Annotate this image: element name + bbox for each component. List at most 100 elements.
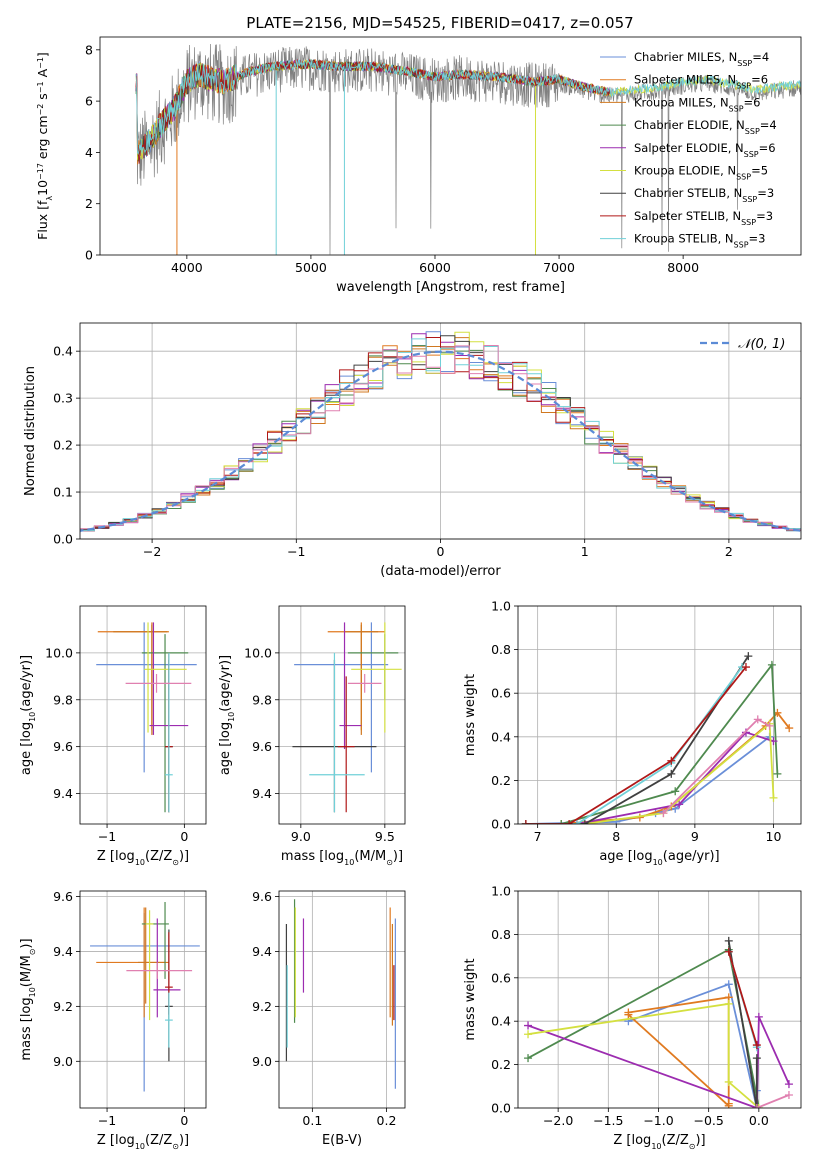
legend-entry: Kroupa MILES, NSSP=6 bbox=[634, 95, 760, 113]
x-tick-label: 1 bbox=[581, 544, 589, 559]
x-tick-label: −0.5 bbox=[693, 1113, 723, 1128]
model-spectrum-kroupa_stelib bbox=[135, 59, 801, 156]
x-tick-label: 6000 bbox=[419, 260, 451, 275]
y-tick-label: 9.4 bbox=[53, 786, 73, 801]
weight-point bbox=[580, 820, 589, 824]
y-tick-label: 9.6 bbox=[53, 889, 73, 904]
weight-point bbox=[754, 1104, 763, 1108]
weight-point bbox=[752, 1041, 761, 1050]
y-tick-label: 0 bbox=[85, 248, 93, 263]
x-tick-label: 7 bbox=[534, 829, 542, 844]
x-axis-label: Z [log10(Z/Z⊙)] bbox=[613, 1133, 705, 1151]
mass_vs_ebv-axes: 0.1 0.2 9.0 9.2 9.4 9.6 bbox=[252, 889, 405, 1128]
x-tick-label: 0.2 bbox=[377, 1113, 397, 1128]
y-tick-label: 0.4 bbox=[491, 1014, 511, 1029]
x-tick-label: 0.0 bbox=[749, 1113, 769, 1128]
y-tick-label: 0.1 bbox=[53, 485, 73, 500]
residuals-axes: −2 −1 0 1 2 0.0 0.1 0.2 0.3 0.4 bbox=[53, 323, 801, 559]
weight-point bbox=[767, 660, 776, 669]
y-tick-label: 0.0 bbox=[491, 817, 511, 832]
weight_vs_age-axes: 7 8 9 10 0.0 0.2 0.4 0.6 0.8 1.0 bbox=[491, 599, 801, 844]
weight-point bbox=[765, 721, 774, 730]
y-tick-label: 9.6 bbox=[252, 739, 272, 754]
figure-title: PLATE=2156, MJD=54525, FIBERID=0417, z=0… bbox=[246, 14, 633, 32]
y-axis-label: Normed distribution bbox=[23, 366, 38, 496]
x-axis-label: age [log10(age/yr)] bbox=[599, 849, 719, 867]
legend-entry: 𝒩(0, 1) bbox=[738, 337, 785, 352]
weight_vs_Z-frame bbox=[517, 890, 802, 1109]
x-axis-label: Z [log10(Z/Z⊙)] bbox=[97, 849, 189, 867]
age_vs_mass-frame bbox=[278, 605, 406, 825]
y-tick-label: 6 bbox=[85, 94, 93, 109]
x-tick-label: 0 bbox=[180, 829, 188, 844]
weight-line-salpeter_miles bbox=[627, 1014, 730, 1107]
y-tick-label: 9.0 bbox=[53, 1054, 73, 1069]
residuals-frame bbox=[79, 322, 802, 540]
x-tick-label: 10 bbox=[766, 829, 782, 844]
y-tick-label: 9.8 bbox=[53, 692, 73, 707]
x-axis-label: E(B-V) bbox=[322, 1133, 362, 1148]
weight-point bbox=[784, 1080, 793, 1089]
weight-line-salpeter_elodie bbox=[525, 731, 774, 824]
weight-point bbox=[724, 1101, 733, 1108]
y-tick-label: 0.2 bbox=[491, 1057, 511, 1072]
weight-point bbox=[565, 820, 574, 824]
weight-line-chabrier_stelib bbox=[525, 655, 750, 824]
age_vs_Z-plot-area bbox=[96, 622, 197, 813]
y-axis-label: Flux [fλ10−17 erg cm−2 s−1 A−1] bbox=[35, 52, 54, 240]
weight-point bbox=[741, 728, 750, 737]
y-tick-label: 0.4 bbox=[491, 729, 511, 744]
weight-point bbox=[724, 1077, 733, 1086]
legend-entry: Salpeter ELODIE, NSSP=6 bbox=[634, 141, 776, 159]
x-tick-label: 9 bbox=[691, 829, 699, 844]
y-tick-label: 0.2 bbox=[491, 773, 511, 788]
x-tick-label: 4000 bbox=[171, 260, 203, 275]
weight-point bbox=[524, 1054, 533, 1063]
x-axis-label: (data-model)/error bbox=[380, 564, 501, 579]
spectrum-plot-area bbox=[135, 43, 801, 255]
weight-point bbox=[524, 1030, 533, 1039]
x-tick-label: −1 bbox=[98, 829, 116, 844]
weight-line-salpeter_stelib bbox=[727, 951, 758, 1046]
weight-point bbox=[753, 715, 762, 724]
weight-point bbox=[752, 1104, 761, 1108]
weight-point bbox=[724, 980, 733, 989]
y-axis-label: age [log10(age/yr)] bbox=[19, 655, 37, 775]
model-spectrum-salpeter_stelib bbox=[135, 58, 610, 164]
weight-point bbox=[752, 1054, 761, 1063]
y-tick-label: 0.6 bbox=[491, 970, 511, 985]
x-tick-label: 2 bbox=[725, 544, 733, 559]
weight-point bbox=[667, 769, 676, 778]
x-tick-label: 0 bbox=[437, 544, 445, 559]
x-tick-label: −1 bbox=[98, 1113, 116, 1128]
y-tick-label: 0.3 bbox=[53, 391, 73, 406]
x-axis-label: Z [log10(Z/Z⊙)] bbox=[97, 1133, 189, 1151]
weight-point bbox=[624, 1010, 633, 1019]
weight-point bbox=[667, 756, 676, 765]
weight-line-salpeter_elodie bbox=[527, 1016, 790, 1108]
weight-point bbox=[785, 724, 794, 733]
legend-entry: Chabrier STELIB, NSSP=3 bbox=[634, 186, 774, 204]
weight-point bbox=[557, 820, 566, 824]
y-tick-label: 9.4 bbox=[252, 786, 272, 801]
x-tick-label: 7000 bbox=[543, 260, 575, 275]
y-tick-label: 9.4 bbox=[252, 944, 272, 959]
legend-entry: Salpeter STELIB, NSSP=3 bbox=[634, 209, 773, 227]
weight-point bbox=[784, 1090, 793, 1099]
weight-point bbox=[754, 1012, 763, 1021]
weight-point bbox=[724, 936, 733, 945]
weight-point bbox=[741, 663, 750, 672]
y-axis-label: age [log10(age/yr)] bbox=[218, 655, 236, 775]
weight-line-salpeter_stelib bbox=[525, 666, 747, 824]
y-tick-label: 4 bbox=[85, 145, 93, 160]
y-tick-label: 0.2 bbox=[53, 438, 73, 453]
y-tick-label: 2 bbox=[85, 196, 93, 211]
y-tick-label: 9.0 bbox=[252, 1054, 272, 1069]
y-tick-label: 9.8 bbox=[252, 692, 272, 707]
weight-line-chabrier_stelib bbox=[727, 940, 758, 1108]
age_vs_Z-frame bbox=[79, 605, 207, 825]
y-tick-label: 8 bbox=[85, 42, 93, 57]
x-tick-label: −2.0 bbox=[543, 1113, 573, 1128]
weight-point bbox=[572, 820, 581, 824]
